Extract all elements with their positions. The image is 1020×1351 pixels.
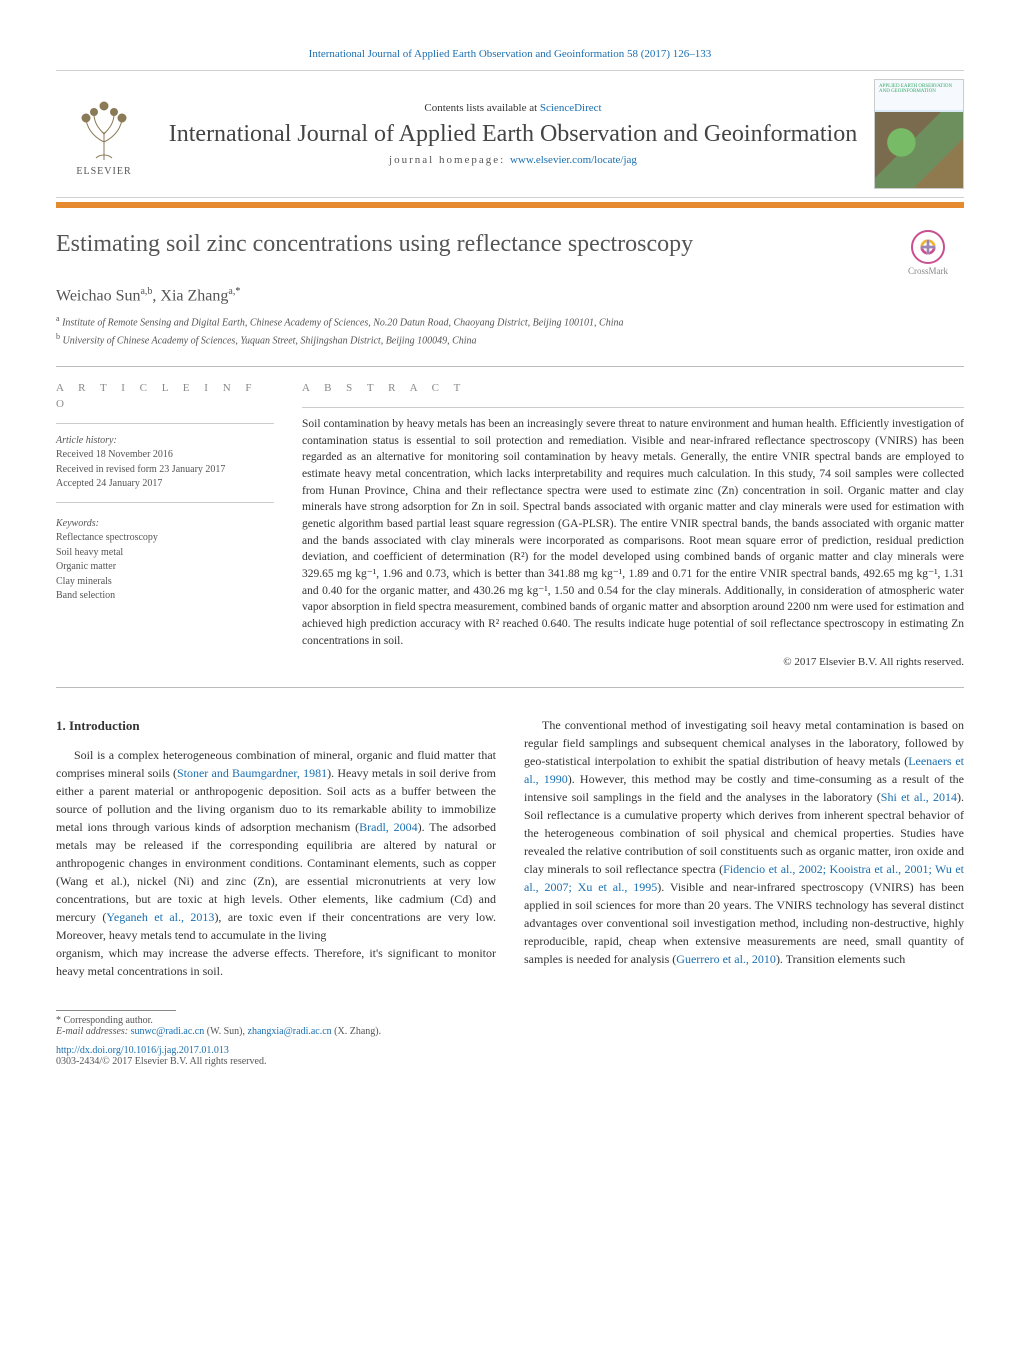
history-received: Received 18 November 2016 — [56, 448, 274, 463]
crossmark-label: CrossMark — [908, 266, 948, 276]
abstract-head: A B S T R A C T — [302, 381, 964, 397]
email-1[interactable]: sunwc@radi.ac.cn — [131, 1026, 205, 1037]
publisher-logo: ELSEVIER — [56, 92, 152, 177]
history-revised: Received in revised form 23 January 2017 — [56, 463, 274, 478]
info-rule-1 — [56, 423, 274, 424]
journal-title: International Journal of Applied Earth O… — [160, 120, 866, 149]
homepage-link[interactable]: www.elsevier.com/locate/jag — [510, 154, 637, 166]
cite-bradl-2004[interactable]: Bradl, 2004 — [359, 820, 417, 834]
running-head-link[interactable]: International Journal of Applied Earth O… — [309, 48, 712, 60]
author-1: Weichao Sun — [56, 287, 140, 304]
article-info-head: A R T I C L E I N F O — [56, 381, 274, 413]
authors-line: Weichao Suna,b, Xia Zhanga,* — [56, 286, 964, 305]
contents-prefix: Contents lists available at — [424, 102, 539, 114]
keyword-1: Reflectance spectroscopy — [56, 531, 274, 546]
journal-cover-thumb: APPLIED EARTH OBSERVATION AND GEOINFORMA… — [874, 79, 964, 189]
abstract-text: Soil contamination by heavy metals has b… — [302, 416, 964, 649]
section-1-heading: 1. Introduction — [56, 716, 496, 736]
keyword-4: Clay minerals — [56, 575, 274, 590]
keyword-3: Organic matter — [56, 560, 274, 575]
keywords-head: Keywords: — [56, 517, 274, 532]
history-accepted: Accepted 24 January 2017 — [56, 477, 274, 492]
sciencedirect-link[interactable]: ScienceDirect — [540, 102, 602, 114]
emails-label: E-mail addresses: — [56, 1026, 131, 1037]
crossmark-badge[interactable]: CrossMark — [892, 230, 964, 276]
email-2-who: (X. Zhang). — [332, 1026, 381, 1037]
cite-yeganeh-2013[interactable]: Yeganeh et al., 2013 — [106, 910, 214, 924]
cover-image-icon — [875, 112, 963, 188]
journal-header: ELSEVIER Contents lists available at Sci… — [56, 70, 964, 198]
para-1: Soil is a complex heterogeneous combinat… — [56, 746, 496, 944]
abstract-copyright: © 2017 Elsevier B.V. All rights reserved… — [302, 655, 964, 671]
affil-b: University of Chinese Academy of Science… — [60, 335, 477, 346]
cite-shi-2014[interactable]: Shi et al., 2014 — [881, 790, 957, 804]
homepage-label: journal homepage: — [389, 154, 510, 166]
para-3: The conventional method of investigating… — [524, 716, 964, 968]
header-rule — [56, 202, 964, 208]
abstract: A B S T R A C T Soil contamination by he… — [302, 381, 964, 671]
emails-line: E-mail addresses: sunwc@radi.ac.cn (W. S… — [56, 1026, 964, 1037]
author-2: Xia Zhang — [160, 287, 228, 304]
abstract-rule — [302, 407, 964, 408]
running-head: International Journal of Applied Earth O… — [56, 48, 964, 60]
history-head: Article history: — [56, 434, 274, 449]
corresponding-note: * Corresponding author. — [56, 1015, 964, 1026]
issn-line: 0303-2434/© 2017 Elsevier B.V. All right… — [56, 1056, 964, 1067]
keyword-5: Band selection — [56, 589, 274, 604]
cover-caption: APPLIED EARTH OBSERVATION AND GEOINFORMA… — [879, 84, 959, 94]
article-title: Estimating soil zinc concentrations usin… — [56, 230, 892, 259]
affil-a: Institute of Remote Sensing and Digital … — [60, 318, 624, 329]
cite-guerrero-2010[interactable]: Guerrero et al., 2010 — [676, 952, 776, 966]
crossmark-icon — [911, 230, 945, 264]
article-info: A R T I C L E I N F O Article history: R… — [56, 381, 274, 671]
footnotes: * Corresponding author. E-mail addresses… — [56, 1010, 964, 1067]
affiliations: a Institute of Remote Sensing and Digita… — [56, 313, 964, 348]
corresponding-star-icon: * — [235, 286, 240, 297]
contents-line: Contents lists available at ScienceDirec… — [160, 102, 866, 114]
author-1-affil: a,b — [140, 286, 152, 297]
keyword-2: Soil heavy metal — [56, 546, 274, 561]
info-rule-2 — [56, 502, 274, 503]
email-1-who: (W. Sun), — [204, 1026, 247, 1037]
doi-link[interactable]: http://dx.doi.org/10.1016/j.jag.2017.01.… — [56, 1045, 229, 1056]
footnote-rule — [56, 1010, 176, 1011]
email-2[interactable]: zhangxia@radi.ac.cn — [248, 1026, 332, 1037]
journal-homepage: journal homepage: www.elsevier.com/locat… — [160, 154, 866, 166]
para-2: organism, which may increase the adverse… — [56, 944, 496, 980]
cite-stoner-1981[interactable]: Stoner and Baumgardner, 1981 — [177, 766, 327, 780]
body-text: 1. Introduction Soil is a complex hetero… — [56, 716, 964, 980]
publisher-name: ELSEVIER — [76, 166, 131, 177]
elsevier-tree-icon — [74, 92, 134, 162]
